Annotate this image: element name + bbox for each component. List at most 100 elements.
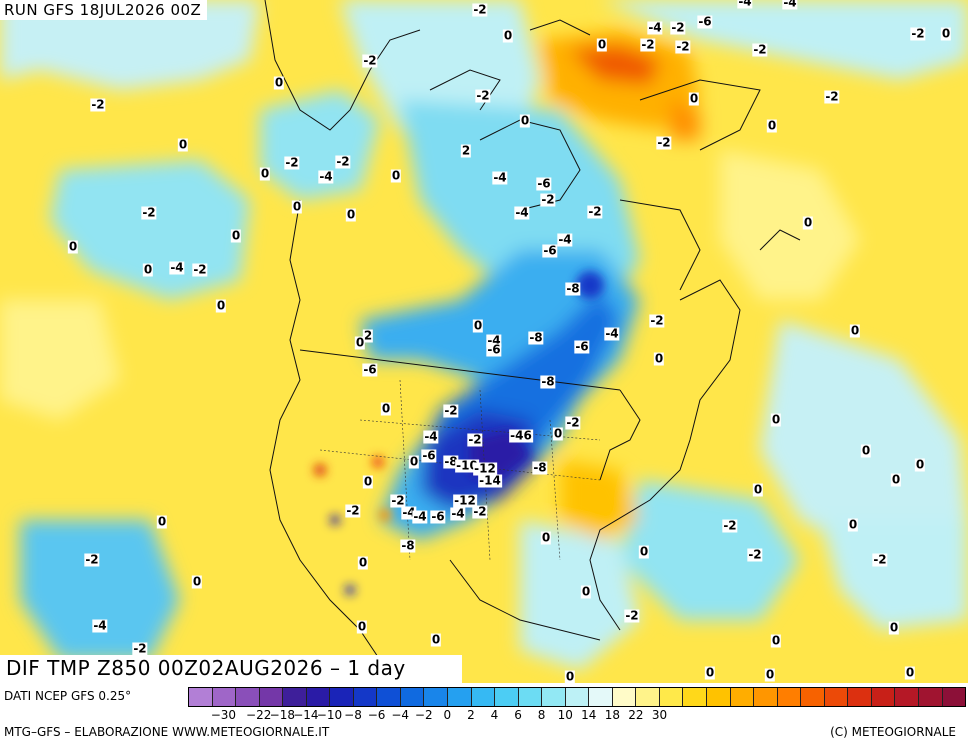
- colorbar-swatch: [942, 688, 966, 706]
- colorbar-tick-label: −10: [316, 708, 343, 722]
- contour-label: 0: [752, 482, 764, 497]
- contour-label: -2: [467, 432, 483, 447]
- colorbar: [188, 687, 966, 707]
- contour-label: 0: [770, 412, 782, 427]
- contour-label: -4: [647, 20, 663, 35]
- contour-label: -2: [649, 313, 665, 328]
- colorbar-swatch: [212, 688, 237, 706]
- colorbar-swatch: [730, 688, 755, 706]
- colorbar-tick-label: 22: [628, 708, 644, 722]
- colorbar-tick-label: 6: [514, 708, 522, 722]
- colorbar-swatch: [518, 688, 543, 706]
- contour-label: -2: [284, 155, 300, 170]
- contour-label: -2: [335, 154, 351, 169]
- contour-label: -2: [443, 403, 459, 418]
- contour-label: -2: [390, 493, 406, 508]
- contour-label: 0: [688, 91, 700, 106]
- footer: DATI NCEP GFS 0.25° −30 −22 −18 −14 −10 −8 −6−…: [0, 683, 968, 745]
- colorbar-swatch: [589, 688, 613, 706]
- contour-label: -10: [455, 458, 479, 473]
- colorbar-tick-label: 14: [581, 708, 597, 722]
- colorbar-swatch: [377, 688, 401, 706]
- contour-label: 0: [345, 207, 357, 222]
- contour-label: 0: [191, 574, 203, 589]
- contour-label: -8: [528, 330, 544, 345]
- contour-label: 0: [356, 619, 368, 634]
- contour-label: -2: [132, 641, 148, 656]
- colorbar-swatch: [306, 688, 331, 706]
- contour-label: -2: [540, 192, 556, 207]
- contour-label: 0: [408, 454, 420, 469]
- contour-label: 0: [940, 26, 952, 41]
- contour-label: -2: [472, 2, 488, 17]
- contour-label: -2: [475, 88, 491, 103]
- contour-label: 0: [390, 168, 402, 183]
- colorbar-tick-label: 30: [651, 708, 668, 722]
- contour-label: -4: [450, 506, 466, 521]
- contour-label: -6: [536, 176, 552, 191]
- contour-label: -2: [362, 53, 378, 68]
- contour-label: 0: [704, 665, 716, 680]
- contour-label: -12: [453, 493, 477, 508]
- contour-label: -2: [675, 39, 691, 54]
- contour-label: -6: [430, 509, 446, 524]
- contour-label: 0: [552, 426, 564, 441]
- contour-label: -2: [345, 503, 361, 518]
- colorbar-tick-label: −4: [391, 708, 410, 722]
- contour-label: 0: [580, 584, 592, 599]
- colorbar-tick-label: −22: [246, 708, 272, 722]
- credit-right: (C) METEOGIORNALE: [830, 725, 956, 739]
- contour-label: -4: [782, 0, 798, 10]
- contour-label: 0: [564, 669, 576, 683]
- contour-label: -6: [421, 448, 437, 463]
- colorbar-swatch: [330, 688, 354, 706]
- colorbar-swatch: [754, 688, 778, 706]
- contour-label: 0: [502, 28, 514, 43]
- contour-label: -8: [400, 538, 416, 553]
- colorbar-swatch: [777, 688, 802, 706]
- contour-label: -2: [752, 42, 768, 57]
- contour-label: -2: [872, 552, 888, 567]
- contour-label: -8: [565, 281, 581, 296]
- contour-label: 0: [215, 298, 227, 313]
- contour-label: 2: [362, 328, 374, 343]
- contour-label: -2: [670, 20, 686, 35]
- colorbar-swatch: [824, 688, 849, 706]
- contour-label: -6: [697, 14, 713, 29]
- contour-label: 0: [890, 472, 902, 487]
- contour-label: -6: [542, 243, 558, 258]
- contour-label: 0: [849, 323, 861, 338]
- contour-label: 0: [770, 633, 782, 648]
- contour-label: -2: [722, 518, 738, 533]
- contour-label: 0: [540, 530, 552, 545]
- contour-label: -2: [587, 204, 603, 219]
- contour-label: 0: [67, 239, 79, 254]
- colorbar-swatch: [636, 688, 660, 706]
- contour-label: -2: [565, 415, 581, 430]
- contour-label: 0: [860, 443, 872, 458]
- colorbar-tick-label: 2: [467, 708, 475, 722]
- contour-label: 0: [888, 620, 900, 635]
- colorbar-tick-label: 8: [537, 708, 546, 722]
- colorbar-swatch: [283, 688, 307, 706]
- contour-label: -4: [737, 0, 753, 9]
- colorbar-swatch: [918, 688, 943, 706]
- contour-label: 0: [914, 457, 926, 472]
- colorbar-swatch: [495, 688, 519, 706]
- colorbar-tick-label: 4: [490, 708, 499, 722]
- colorbar-swatch: [848, 688, 872, 706]
- contour-label: 0: [847, 517, 859, 532]
- contour-label: -2: [747, 547, 763, 562]
- colorbar-swatch: [353, 688, 378, 706]
- contour-label: -2: [84, 552, 100, 567]
- contour-label: -8: [540, 374, 556, 389]
- colorbar-swatch: [471, 688, 496, 706]
- contour-label: 0: [142, 262, 154, 277]
- contour-label: 0: [259, 166, 271, 181]
- contour-label: 0: [291, 199, 303, 214]
- colorbar-swatch: [259, 688, 284, 706]
- contour-label: -8: [443, 454, 459, 469]
- contour-label: -2: [192, 262, 208, 277]
- contour-label: -4: [423, 429, 439, 444]
- colorbar-swatch: [400, 688, 425, 706]
